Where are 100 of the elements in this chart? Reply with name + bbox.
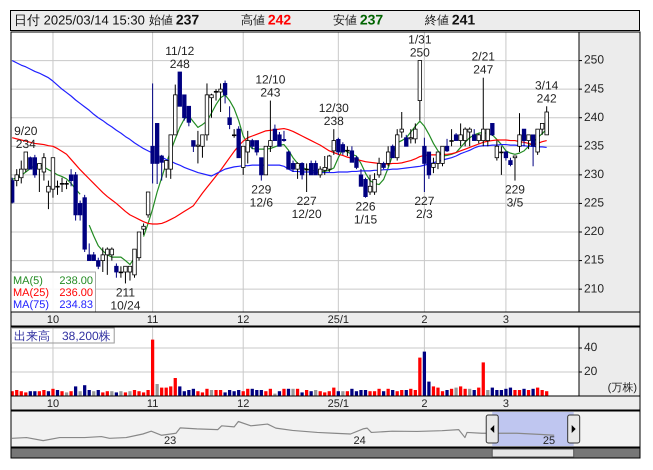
annotation: 2/21 247 xyxy=(472,50,496,77)
bar xyxy=(472,390,476,396)
bar xyxy=(404,390,408,396)
candlestick xyxy=(449,128,454,147)
x-tick-label: 3 xyxy=(502,314,509,326)
y-tick-label: 40 xyxy=(584,340,598,354)
annotation: 229 3/5 xyxy=(504,182,526,210)
candlestick xyxy=(512,156,518,182)
candlestick xyxy=(390,144,395,158)
annotation: 9/20 234 xyxy=(14,124,38,151)
x-tick-label: 11 xyxy=(146,398,158,410)
candlestick xyxy=(444,138,450,152)
x-tick-label: 25/1 xyxy=(328,314,350,326)
x-tick-label: 3 xyxy=(502,398,509,410)
y-tick-label: 225 xyxy=(584,196,604,210)
x-tick-label: 2 xyxy=(421,398,428,410)
y-tick-label: 245 xyxy=(584,81,604,96)
y-axis-title: (万株) xyxy=(608,381,637,394)
candlestick xyxy=(345,146,350,156)
x-tick-label: 10 xyxy=(46,398,60,410)
bar xyxy=(156,384,159,396)
annotation: 227 2/3 xyxy=(414,194,435,221)
candlestick xyxy=(286,150,291,170)
bar xyxy=(386,388,390,396)
bar xyxy=(382,391,386,396)
bar xyxy=(341,391,344,396)
text: 始値 237 xyxy=(148,12,200,28)
bar xyxy=(391,390,394,396)
bar xyxy=(150,340,154,396)
bar xyxy=(38,391,42,396)
annotation: 227 12/20 xyxy=(292,194,322,221)
annotation: 11/12 248 xyxy=(165,44,195,71)
text: 終値 241 xyxy=(424,12,476,28)
annotation: 12/30 238 xyxy=(318,101,350,128)
candlestick xyxy=(530,134,536,167)
annotation: 226 1/15 xyxy=(354,200,378,227)
y-tick-label: 20 xyxy=(584,364,598,378)
candlestick xyxy=(114,262,119,278)
candlestick xyxy=(494,140,500,162)
x-tick-label: 12 xyxy=(237,398,250,410)
y-tick-label: 250 xyxy=(584,52,604,67)
candlestick xyxy=(504,150,508,162)
annotation: 1/31 250 xyxy=(408,32,432,60)
candlestick xyxy=(214,88,218,102)
candlestick xyxy=(259,157,264,182)
candlestick xyxy=(11,177,14,204)
text: MA(25) 236.00 xyxy=(13,287,93,299)
annotation: 出来高 38,200株 xyxy=(14,329,111,343)
candlestick xyxy=(282,130,286,142)
text: 安値 237 xyxy=(332,12,384,28)
text: MA(5) 238.00 xyxy=(13,275,93,287)
candlestick xyxy=(368,174,372,196)
candlestick xyxy=(60,177,64,192)
candlestick xyxy=(218,82,223,112)
candlestick xyxy=(146,192,150,218)
annotation: 211 10/24 xyxy=(110,285,141,312)
candlestick xyxy=(141,222,146,236)
y-tick-label: 220 xyxy=(584,224,604,238)
line-series xyxy=(12,128,548,225)
bar xyxy=(336,391,340,396)
candlestick xyxy=(191,140,196,152)
x-tick-label: 25 xyxy=(542,435,556,447)
bar xyxy=(468,388,472,396)
x-tick-label: 12 xyxy=(237,314,250,326)
y-tick-label: 210 xyxy=(584,281,604,296)
candlestick xyxy=(196,130,200,164)
candlestick xyxy=(522,128,526,147)
candlestick xyxy=(372,172,377,196)
text: 高値 242 xyxy=(240,12,292,28)
y-tick-label: 230 xyxy=(584,167,604,182)
candlestick xyxy=(363,177,368,198)
text: MA(75) 234.83 xyxy=(13,299,93,311)
candlestick xyxy=(376,157,382,178)
bar xyxy=(78,391,82,396)
x-tick-label: 10 xyxy=(46,314,60,326)
x-tick-label: 25/1 xyxy=(328,398,350,410)
candlestick xyxy=(222,80,228,104)
x-tick-label: 11 xyxy=(146,314,158,326)
candlestick xyxy=(472,128,476,142)
annotation: 3/14 242 xyxy=(535,78,559,106)
candlestick xyxy=(227,106,232,130)
candlestick xyxy=(332,128,336,156)
annotation: 12/10 243 xyxy=(255,72,286,100)
annotation: 229 12/6 xyxy=(250,182,274,210)
y-tick-label: 215 xyxy=(584,252,604,267)
candlestick xyxy=(490,122,494,136)
bar xyxy=(96,390,100,396)
candlestick xyxy=(386,146,390,167)
candlestick xyxy=(440,146,445,167)
candlestick xyxy=(517,112,522,152)
chart-title: 日付 2025/03/14 15:30 xyxy=(14,12,145,28)
candlestick xyxy=(404,134,408,147)
x-tick-label: 24 xyxy=(353,435,366,447)
x-tick-label: 2 xyxy=(421,314,428,326)
bar xyxy=(486,390,490,396)
candlestick xyxy=(300,162,304,180)
candlestick xyxy=(422,137,427,192)
candlestick xyxy=(304,162,309,192)
bar xyxy=(422,352,426,396)
y-tick-label: 240 xyxy=(584,110,604,124)
